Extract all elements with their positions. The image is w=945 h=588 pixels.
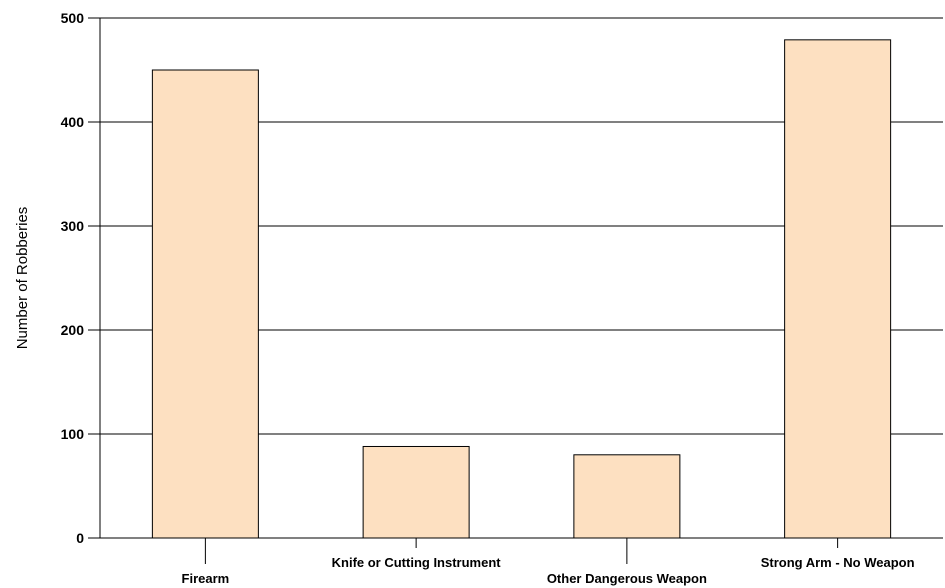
- y-axis: 0 100 200 300 400 500: [61, 10, 101, 546]
- bar: [573, 454, 681, 539]
- y-tick-label: 400: [61, 114, 85, 130]
- x-tick-label: Other Dangerous Weapon: [547, 571, 707, 586]
- y-tick-label: 200: [61, 322, 85, 338]
- y-tick-label: 300: [61, 218, 85, 234]
- bar: [362, 445, 470, 539]
- x-tick-label: Knife or Cutting Instrument: [332, 555, 502, 570]
- x-tick-label: Strong Arm - No Weapon: [761, 555, 915, 570]
- y-axis-title: Number of Robberies: [14, 207, 31, 350]
- bars: [151, 39, 892, 539]
- bar: [151, 69, 259, 539]
- y-tick-label: 500: [61, 10, 85, 26]
- y-tick-label: 100: [61, 426, 85, 442]
- x-axis: Firearm Knife or Cutting Instrument Other …: [100, 537, 943, 586]
- bar: [784, 39, 892, 539]
- x-tick-label: Firearm: [182, 571, 230, 586]
- y-tick-label: 0: [76, 530, 84, 546]
